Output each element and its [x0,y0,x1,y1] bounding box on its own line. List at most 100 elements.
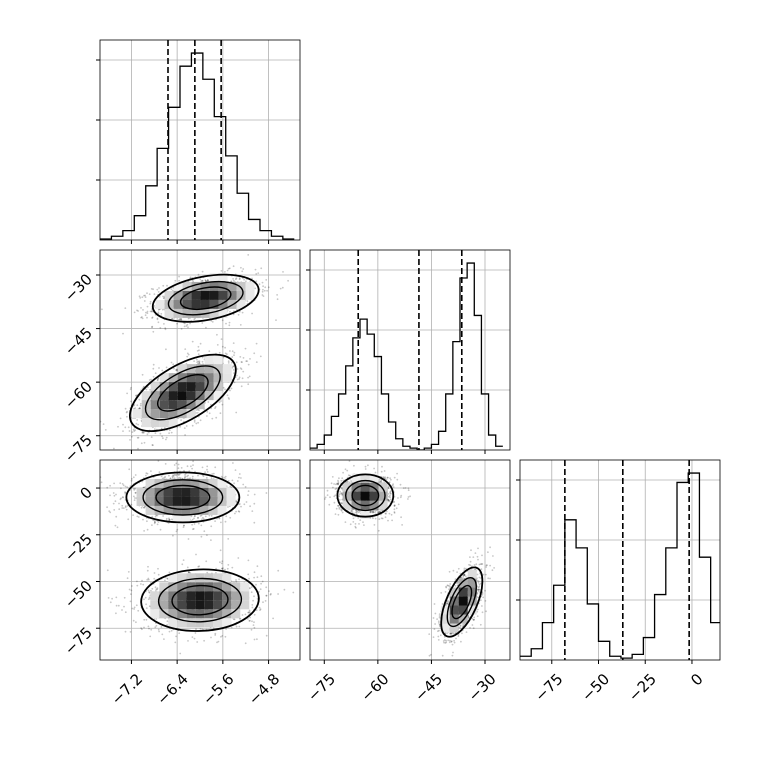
density-cell [195,364,205,374]
density-cell [145,505,155,515]
scatter-point [259,608,262,611]
scatter-point [256,576,259,579]
density-cell [204,364,214,374]
scatter-point [142,518,144,521]
scatter-point [165,348,167,351]
scatter-point [260,582,262,585]
scatter-point [146,310,149,313]
scatter-point [165,366,168,369]
scatter-point [168,571,171,574]
scatter-point [204,280,207,282]
scatter-point [225,322,227,325]
scatter-point [204,515,207,518]
density-cell [209,308,219,318]
scatter-point [188,571,190,574]
scatter-point [173,474,176,476]
scatter-point [251,312,254,315]
scatter-point [157,521,160,523]
scatter-point [173,464,176,466]
scatter-point [214,632,217,635]
scatter-point [239,367,242,369]
scatter-point [217,640,220,643]
scatter-point [224,346,227,349]
scatter-point [148,627,150,630]
scatter-point [113,494,116,497]
scatter-point [212,472,215,475]
scatter-point [206,411,209,413]
scatter-point [178,476,181,479]
scatter-point [129,439,131,441]
scatter-point [137,310,140,312]
scatter-point [129,388,132,391]
scatter-point [240,361,243,363]
scatter-point [269,593,272,596]
scatter-point [220,338,223,340]
scatter-point [183,524,185,527]
density-cell [186,373,196,383]
scatter-point [192,528,195,530]
scatter-point [178,318,181,320]
scatter-point [194,632,197,634]
scatter-point [193,360,196,362]
density-cell [168,418,178,428]
scatter-point [114,524,117,527]
scatter-point [148,379,151,381]
scatter-point [238,476,240,479]
scatter-point [244,613,247,616]
scatter-point [214,406,217,408]
scatter-point [174,279,177,282]
scatter-point [230,361,233,364]
scatter-point [166,577,169,580]
scatter-point [126,505,129,507]
scatter-point [262,285,264,288]
scatter-point [161,435,164,438]
scatter-point [228,267,231,270]
density-cell [199,478,209,488]
scatter-point [184,474,186,476]
scatter-point [205,280,207,282]
scatter-point [177,467,180,470]
scatter-point [200,524,203,527]
density-cell [159,391,169,401]
scatter-point [232,278,235,280]
scatter-point [250,591,253,594]
scatter-point [154,626,157,629]
scatter-point [201,518,203,521]
scatter-point [175,462,178,465]
scatter-point [141,317,144,320]
scatter-point [232,365,234,368]
density-cell [218,299,228,309]
scatter-point [140,307,142,309]
density-cell [204,373,214,383]
scatter-point [132,514,135,516]
scatter-point [205,560,208,563]
scatter-point [252,624,255,626]
scatter-point [136,404,139,407]
scatter-point [145,474,147,477]
scatter-point [158,471,161,473]
panel-frame [519,459,721,661]
scatter-point [253,621,255,623]
scatter-point [231,366,234,369]
scatter-point [125,508,128,511]
scatter-point [210,514,213,517]
scatter-point [248,375,251,378]
density-cell [177,382,187,392]
scatter-point [108,510,111,512]
scatter-point [172,363,175,366]
scatter-point [193,419,196,422]
scatter-point [155,618,158,620]
scatter-point [177,463,180,466]
scatter-point [141,579,143,582]
contour-line [125,471,241,524]
density-cell [191,308,201,318]
scatter-point [126,415,128,418]
scatter-point [244,642,247,645]
scatter-point [232,618,235,621]
density-cell [182,299,192,309]
scatter-point [134,491,137,494]
scatter-point [143,431,145,434]
scatter-point [247,376,250,379]
scatter-point [121,483,124,485]
scatter-point [184,434,187,436]
